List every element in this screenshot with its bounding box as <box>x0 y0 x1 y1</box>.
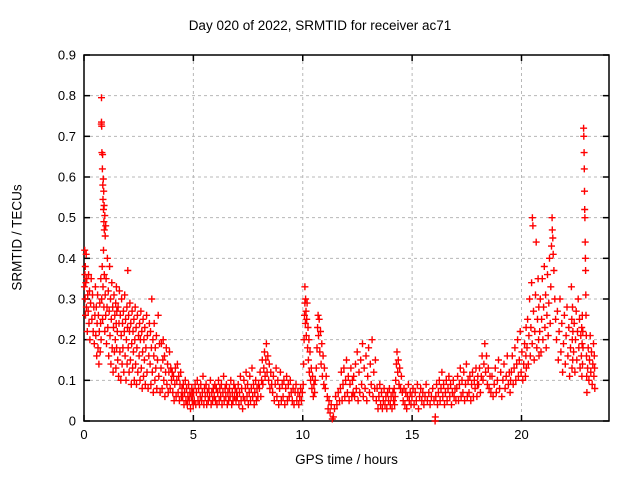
x-tick-label: 5 <box>190 427 197 442</box>
chart-title: Day 020 of 2022, SRMTID for receiver ac7… <box>188 18 452 33</box>
x-tick-label: 10 <box>296 427 310 442</box>
data-points <box>80 94 599 425</box>
y-tick-label: 0.1 <box>58 373 76 388</box>
y-tick-label: 0.3 <box>58 292 76 307</box>
x-axis-label: GPS time / hours <box>295 452 398 467</box>
y-tick-label: 0.4 <box>58 251 76 266</box>
y-tick-label: 0.8 <box>58 88 76 103</box>
tick-labels: 0 5 10 15 20 0 0.1 0.2 0.3 0.4 0.5 0.6 0.7 0.8 0.9 <box>58 48 529 443</box>
y-tick-label: 0.5 <box>58 210 76 225</box>
x-tick-label: 20 <box>514 427 528 442</box>
axes <box>83 54 610 422</box>
y-tick-label: 0.2 <box>58 332 76 347</box>
y-tick-label: 0 <box>69 414 76 429</box>
grid-lines <box>83 54 609 422</box>
x-tick-label: 0 <box>80 427 87 442</box>
y-tick-label: 0.9 <box>58 48 76 63</box>
x-tick-label: 15 <box>405 427 419 442</box>
y-tick-label: 0.7 <box>58 129 76 144</box>
y-tick-label: 0.6 <box>58 170 76 185</box>
plot-border <box>83 54 610 422</box>
